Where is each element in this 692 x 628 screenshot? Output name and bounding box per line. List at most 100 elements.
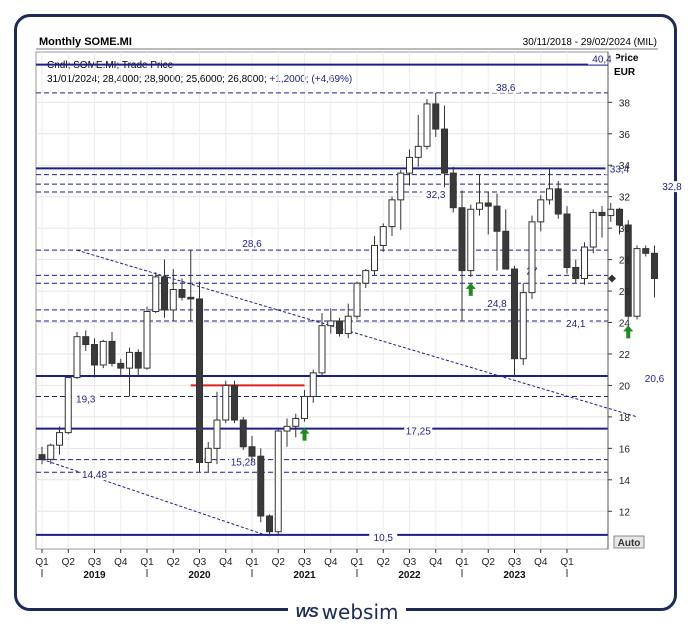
y-tick-label: 14 xyxy=(619,476,631,487)
candle-body-up xyxy=(318,325,326,374)
level-label: 33,4 xyxy=(610,165,630,176)
x-quarter-label: Q3 xyxy=(403,557,417,568)
level-label-bg xyxy=(71,393,100,405)
level-label: 32,3 xyxy=(426,190,446,201)
x-quarter-label: Q1 xyxy=(140,557,154,568)
candle-body-down xyxy=(231,384,238,421)
level-label-bg xyxy=(229,456,258,468)
level-label: 10,5 xyxy=(374,533,394,544)
x-quarter-label: Q1 xyxy=(560,557,574,568)
candle-body-up xyxy=(423,103,431,147)
candle-body-up xyxy=(397,172,405,201)
candle-body-down xyxy=(82,336,90,346)
candle-body-up xyxy=(467,208,475,272)
x-quarter-label: Q3 xyxy=(193,557,207,568)
candle-body-up xyxy=(406,156,413,174)
x-quarter-label: Q2 xyxy=(482,557,496,568)
candle-body-up xyxy=(546,188,553,201)
level-label-bg xyxy=(404,425,433,437)
candle-body-down xyxy=(187,296,195,300)
level-label: 24,1 xyxy=(566,319,586,330)
price-label: Price xyxy=(614,53,639,64)
candle-body-up xyxy=(344,315,352,335)
candle-body-down xyxy=(161,276,168,311)
candle-body-up xyxy=(633,248,641,317)
marker-layer xyxy=(299,274,634,441)
candle-body-up xyxy=(213,419,221,449)
level-label-bg xyxy=(80,469,109,481)
candle-body-up xyxy=(327,320,335,327)
level-label-bg xyxy=(605,163,634,175)
level-label: 32,8 xyxy=(662,182,682,193)
level-label-bg xyxy=(421,188,450,200)
candle-body-up xyxy=(222,384,230,421)
candle-layer xyxy=(38,92,658,535)
x-quarter-label: Q4 xyxy=(324,557,338,568)
candle-body-down xyxy=(91,344,98,366)
legend-line-2: 31/01/2024; 28,4000; 28,9000; 25,6000; 2… xyxy=(47,74,352,85)
candle-body-down xyxy=(598,211,606,217)
x-quarter-label: Q3 xyxy=(88,557,102,568)
trendline xyxy=(76,249,638,418)
candle-body-up xyxy=(126,351,133,369)
x-quarter-label: Q4 xyxy=(534,557,548,568)
currency-label: EUR xyxy=(614,67,636,78)
y-tick-label: 24 xyxy=(619,319,631,330)
candle-body-down xyxy=(484,202,492,207)
x-quarter-label: Q2 xyxy=(272,557,286,568)
candle-body-up xyxy=(143,311,151,369)
level-label-bg xyxy=(640,372,669,384)
candle-body-down xyxy=(458,207,466,272)
candle-body-up xyxy=(309,372,317,397)
level-label: 15,28 xyxy=(231,458,256,469)
candle-body-up xyxy=(388,199,396,228)
candle-body-down xyxy=(336,320,343,335)
candle-body-up xyxy=(73,336,81,379)
level-label-bg xyxy=(238,238,266,250)
candle-body-down xyxy=(563,213,571,268)
candle-body-down xyxy=(624,224,632,317)
level-label-bg xyxy=(658,181,686,193)
candle-body-up xyxy=(283,425,291,432)
candle-body-up xyxy=(292,417,300,427)
level-label-bg xyxy=(491,81,520,93)
y-tick-label: 18 xyxy=(619,413,631,424)
candle-body-up xyxy=(379,226,387,246)
y-tick-label: 16 xyxy=(619,444,631,455)
y-tick-label: 30 xyxy=(619,224,631,235)
candle-body-down xyxy=(196,298,203,463)
legend-change: +1,2000; (+4,69%) xyxy=(269,74,352,85)
y-tick-label: 12 xyxy=(619,507,631,518)
y-tick-label: 32 xyxy=(619,193,631,204)
candle-body-down xyxy=(511,268,518,360)
candle-body-up xyxy=(56,432,63,446)
auto-scale-button[interactable] xyxy=(613,535,645,549)
level-label-bg xyxy=(369,531,398,543)
candle-body-up xyxy=(537,199,545,223)
level-label: 40,4 xyxy=(592,55,612,66)
level-label: 24,8 xyxy=(487,299,507,310)
candle-body-up xyxy=(528,221,536,294)
candle-body-up xyxy=(99,340,107,366)
level-label: 17,25 xyxy=(406,427,431,438)
candle-body-up xyxy=(204,447,212,463)
candle-body-up xyxy=(414,145,422,158)
level-label: 14,48 xyxy=(82,470,107,481)
websim-logo-icon: WS xyxy=(295,603,319,621)
level-label-bg xyxy=(588,53,616,65)
x-year-label: 2020 xyxy=(188,570,211,581)
x-quarter-label: Q3 xyxy=(298,557,312,568)
level-label: 38,6 xyxy=(496,83,516,94)
candle-body-up xyxy=(152,276,160,313)
buy-arrow-icon xyxy=(623,325,634,339)
date-range: 30/11/2018 - 29/02/2024 (MIL) xyxy=(523,37,657,48)
level-label: 20,6 xyxy=(645,374,665,385)
candle-body-up xyxy=(47,444,55,460)
candle-body-down xyxy=(266,515,273,533)
x-quarter-label: Q1 xyxy=(245,557,259,568)
x-year-label: 2019 xyxy=(83,570,106,581)
x-quarter-label: Q2 xyxy=(167,557,181,568)
candle-body-up xyxy=(581,246,588,279)
candle-body-down xyxy=(493,205,501,232)
